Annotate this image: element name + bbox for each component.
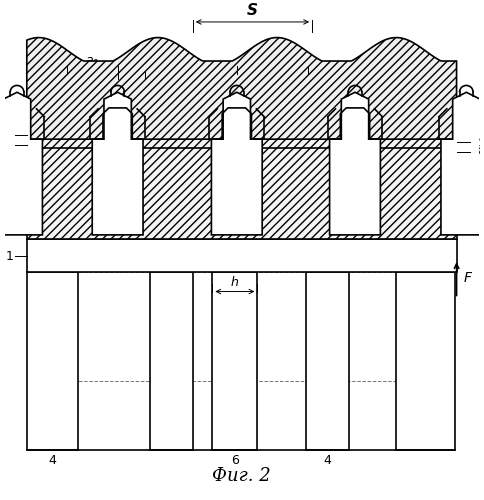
Text: $F_0$: $F_0$	[322, 108, 335, 122]
Polygon shape	[0, 92, 42, 235]
Bar	[395, 272, 454, 450]
Text: S: S	[246, 3, 257, 18]
Text: $F_0$: $F_0$	[257, 106, 270, 120]
Polygon shape	[211, 92, 262, 235]
Text: $a_0$: $a_0$	[85, 56, 99, 69]
Text: h: h	[128, 64, 135, 74]
Text: $F_0$: $F_0$	[9, 104, 23, 118]
Text: F: F	[462, 271, 470, 285]
Bar	[212, 272, 257, 450]
Text: 4: 4	[323, 454, 331, 466]
Polygon shape	[329, 92, 379, 235]
Bar	[27, 272, 77, 450]
Text: 1: 1	[5, 250, 13, 263]
Text: $F_d$: $F_d$	[257, 88, 272, 104]
Text: 7: 7	[5, 138, 13, 151]
Text: 6: 6	[230, 454, 238, 466]
Bar	[150, 272, 193, 450]
Polygon shape	[440, 92, 484, 235]
Text: h: h	[230, 276, 238, 288]
Bar	[27, 239, 455, 272]
Bar	[27, 139, 455, 239]
Text: $F_0$: $F_0$	[205, 108, 218, 122]
Text: $F_0$: $F_0$	[387, 104, 400, 118]
Text: 3: 3	[471, 146, 479, 158]
Bar	[305, 272, 348, 450]
Text: 2: 2	[471, 136, 479, 148]
Polygon shape	[27, 38, 455, 139]
Text: $a_d$: $a_d$	[264, 56, 279, 69]
Polygon shape	[92, 92, 143, 235]
Text: Фиг. 2: Фиг. 2	[212, 467, 271, 485]
Text: 4: 4	[48, 454, 56, 466]
Text: 5: 5	[5, 129, 13, 142]
Bar	[27, 139, 455, 148]
Text: $F_0$: $F_0$	[89, 108, 102, 122]
